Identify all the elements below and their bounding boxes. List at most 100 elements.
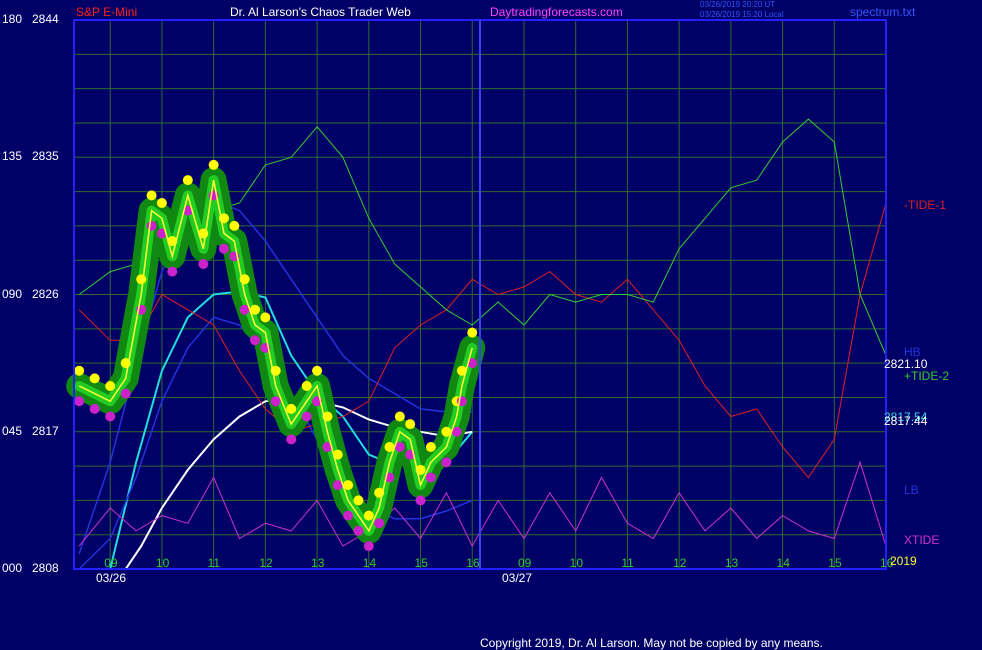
price-high-dot-34	[467, 327, 478, 338]
x-tick-label-14: 15	[828, 556, 842, 570]
tide2-label: +TIDE-2	[904, 369, 950, 383]
price-high-dot-19	[312, 365, 323, 376]
x-tick-label-3: 12	[259, 556, 273, 570]
x-tick-label-5: 14	[362, 556, 377, 570]
price-low-dot-7	[167, 266, 178, 277]
price-high-dot-28	[405, 419, 416, 430]
date-label-0327: 03/27	[502, 571, 533, 585]
price-low-dot-0	[74, 396, 85, 407]
timestamp-ut: 03/26/2019 20:20 UT	[700, 0, 776, 9]
price-high-dot-15	[260, 312, 271, 323]
price-low-dot-27	[394, 442, 405, 452]
hb-label: HB	[904, 345, 921, 359]
x-tick-label-12: 13	[724, 556, 739, 570]
value-a-label: 2817.54	[884, 410, 928, 424]
price-value-label: 2821.10	[884, 357, 928, 371]
x-tick-label-4: 13	[311, 556, 325, 570]
price-low-dot-25	[374, 518, 385, 529]
price-low-dot-14	[250, 335, 261, 346]
price-high-dot-24	[363, 510, 374, 521]
y-price-label-4: 2808	[32, 561, 59, 575]
price-high-dot-12	[229, 220, 240, 231]
copyright: Copyright 2019, Dr. Al Larson. May not b…	[480, 636, 823, 650]
price-high-dot-21	[332, 449, 343, 460]
price-layer	[66, 159, 486, 552]
price-high-dot-2	[105, 381, 116, 391]
price-high-dot-14	[250, 304, 261, 315]
price-high-dot-4	[136, 274, 147, 285]
tide1-label: -TIDE-1	[904, 198, 946, 212]
symbol-label: S&P E-Mini	[76, 5, 138, 19]
y-angle-label-0: 180	[2, 12, 23, 26]
price-low-dot-18	[301, 411, 312, 422]
price-low-dot-11	[218, 243, 229, 254]
price-high-dot-8	[182, 175, 193, 186]
price-low-dot-9	[198, 259, 209, 269]
price-high-dot-0	[74, 365, 85, 376]
x-tick-label-8: 09	[517, 556, 532, 570]
price-high-dot-23	[353, 495, 364, 506]
x-tick-label-7: 16	[466, 556, 480, 570]
price-low-dot-6	[156, 228, 167, 239]
value-b-label: 2817.44	[884, 414, 928, 428]
y-angle-label-4: 000	[2, 561, 23, 575]
series-line-tide-1	[78, 202, 887, 479]
price-high-dot-5	[146, 190, 157, 201]
y-angle-label-2: 090	[2, 286, 23, 301]
x-tick-label-1: 10	[155, 556, 170, 570]
price-line	[78, 179, 473, 533]
lb-label: LB	[904, 483, 919, 497]
x-tick-label-13: 14	[776, 556, 790, 570]
y-price-label-2: 2826	[32, 286, 59, 301]
price-high-dot-27	[394, 411, 405, 422]
y-price-label-3: 2817	[32, 423, 59, 438]
price-low-dot-29	[415, 495, 426, 506]
x-tick-label-15: 16	[880, 556, 894, 570]
y-price-label-1: 2835	[32, 149, 59, 164]
x-tick-label-2: 11	[207, 556, 221, 570]
x-tick-label-10: 11	[621, 556, 634, 570]
price-low-dot-13	[239, 304, 250, 315]
x-tick-label-11: 12	[673, 556, 687, 570]
site-link[interactable]: Daytradingforecasts.com	[490, 5, 623, 19]
price-high-dot-26	[384, 442, 395, 452]
price-high-dot-1	[89, 373, 100, 384]
brand-title: Dr. Al Larson's Chaos Trader Web	[230, 5, 411, 19]
y-angle-label-1: 135	[2, 149, 23, 164]
date-label-0326: 03/26	[96, 571, 127, 585]
year-label: 2019	[890, 554, 917, 568]
xtide-label: XTIDE	[904, 533, 940, 547]
price-low-dot-3	[120, 388, 131, 399]
price-high-dot-7	[167, 236, 178, 247]
price-low-dot-23	[353, 525, 364, 536]
price-low-dot-17	[286, 434, 297, 445]
price-low-dot-1	[89, 403, 100, 414]
price-low-dot-30	[425, 472, 436, 483]
y-angle-label-3: 045	[2, 423, 23, 438]
price-high-dot-18	[301, 381, 312, 391]
price-low-dot-34	[467, 358, 478, 369]
price-low-dot-32	[451, 426, 462, 437]
price-high-dot-6	[156, 198, 167, 208]
price-high-dot-10	[208, 159, 219, 170]
price-high-dot-22	[343, 480, 354, 491]
config-file: spectrum.txt	[850, 5, 916, 19]
x-tick-label-0: 09	[104, 556, 118, 570]
x-tick-label-6: 15	[414, 556, 428, 570]
price-high-dot-33	[456, 365, 467, 376]
timestamp-local: 03/26/2019 15:20 Local	[700, 10, 784, 19]
price-low-dot-2	[105, 411, 116, 422]
series-line-xtide	[78, 460, 887, 548]
price-low-dot-31	[441, 457, 452, 468]
x-tick-label-9: 10	[569, 556, 584, 570]
price-high-dot-30	[425, 442, 436, 452]
price-low-dot-24	[363, 541, 374, 552]
price-low-dot-16	[270, 396, 281, 407]
price-high-dot-31	[441, 426, 452, 437]
y-price-label-0: 2844	[32, 12, 59, 26]
price-low-dot-20	[322, 442, 333, 452]
price-low-dot-5	[146, 220, 157, 231]
price-high-dot-17	[286, 403, 297, 414]
